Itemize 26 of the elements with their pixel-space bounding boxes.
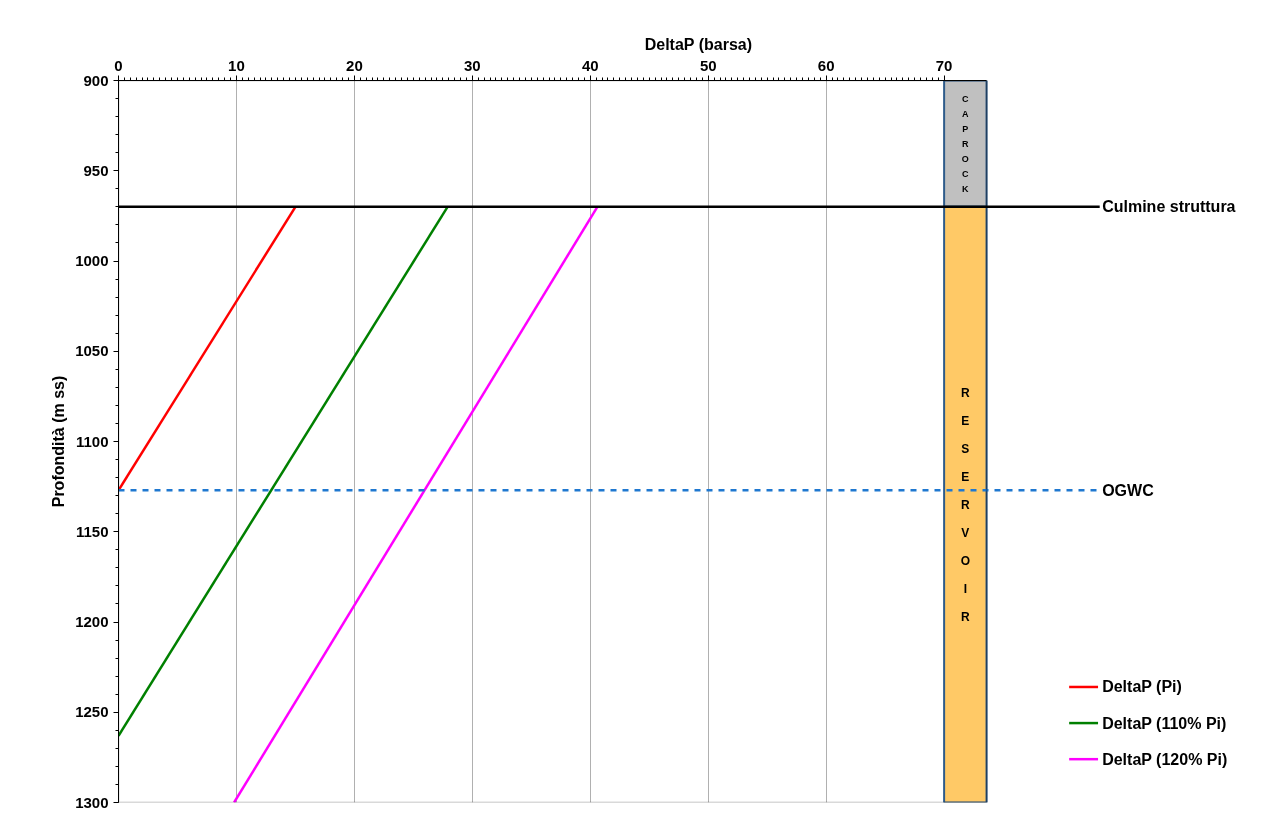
legend-label: DeltaP (120% Pi): [1102, 750, 1228, 768]
legend-label: DeltaP (Pi): [1102, 678, 1182, 696]
y-tick-label: 1250: [75, 703, 109, 721]
text: RESERVOIR: [960, 385, 971, 624]
x-tick-label: 40: [581, 56, 599, 74]
ref-line-label: OGWC: [1102, 481, 1155, 499]
ref-line-label: Culmine struttura: [1102, 198, 1236, 216]
band-label: CAPROCK: [961, 93, 970, 194]
x-tick-label: 0: [114, 56, 123, 74]
y-tick-label: 1150: [75, 522, 109, 540]
y-axis-title: Profondità (m ss): [50, 375, 68, 508]
x-tick-label: 70: [935, 56, 953, 74]
y-tick-label: 1050: [75, 342, 109, 360]
y-tick-label: 1100: [75, 432, 109, 450]
y-tick-label: 1000: [75, 252, 109, 269]
y-tick-label: 1300: [75, 793, 109, 811]
x-tick-label: 10: [228, 56, 245, 74]
y-tick-label: 1200: [75, 613, 109, 630]
y-tick-label: 950: [83, 161, 109, 179]
x-axis-title: DeltaP (barsa): [644, 35, 753, 53]
x-tick-label: 50: [699, 56, 717, 74]
x-tick-label: 60: [817, 56, 835, 74]
legend-label: DeltaP (110% Pi): [1102, 714, 1227, 732]
x-tick-label: 20: [346, 56, 363, 74]
y-tick-label: 900: [83, 71, 109, 89]
x-tick-label: 30: [464, 56, 481, 74]
